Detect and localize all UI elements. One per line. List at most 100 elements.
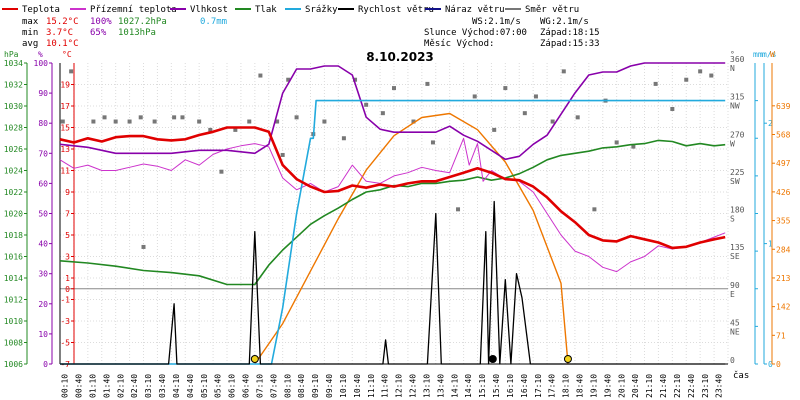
wind-dir-point	[280, 152, 285, 157]
humidity-axis-tick-label: 20	[38, 300, 48, 309]
stats-avg-temp: 10.1°C	[46, 39, 79, 49]
temperature-axis-tick-label: 7	[65, 210, 70, 219]
pressure-axis-tick-label: 1032	[4, 81, 23, 90]
x-tick-label: 03:10	[144, 374, 153, 398]
pressure-axis-tick-label: 1010	[4, 317, 23, 326]
wind-dir-tick-label: 315	[730, 93, 745, 102]
wind-dir-point	[233, 127, 238, 132]
x-tick-label: 06:40	[242, 374, 251, 398]
temperature-axis-tick-label: -1	[60, 296, 70, 305]
x-tick-label: 00:40	[75, 374, 84, 398]
x-tick-label: 14:40	[464, 374, 473, 398]
moonset-marker	[488, 355, 497, 363]
sun-axis-tick-label: 0	[776, 360, 781, 369]
x-tick-label: 07:10	[255, 374, 264, 398]
wind-dir-tick-label: 360	[730, 55, 745, 64]
x-tick-label: 15:10	[478, 374, 487, 398]
x-tick-label: 19:40	[603, 374, 612, 398]
temperature-axis-tick-label: 9	[65, 188, 70, 197]
temperature-axis-tick-label: 13	[60, 145, 70, 154]
legend-label: Přízemní teplota	[90, 5, 177, 15]
info-moon-set: Západ:15:33	[540, 39, 600, 49]
temperature-axis-tick-label: -5	[60, 339, 70, 348]
x-tick-label: 11:40	[381, 374, 390, 398]
rain-axis-unit: mm	[753, 50, 763, 59]
x-tick-label: 09:10	[311, 374, 320, 398]
wind-dir-point	[380, 111, 385, 116]
wind-dir-point	[60, 119, 65, 124]
wind-speed-axis-tick-label: 0	[768, 360, 773, 369]
pressure-axis-tick-label: 1028	[4, 124, 23, 133]
wind-dir-point	[180, 115, 185, 120]
legend-label: Teplota	[22, 5, 60, 15]
sun-axis-tick-label: 639	[776, 102, 791, 111]
sun-axis-tick-label: 71	[776, 331, 786, 340]
humidity-axis-tick-label: 80	[38, 119, 48, 128]
wind-dir-tick-label: S	[730, 215, 735, 224]
temperature-axis-tick-label: 19	[60, 81, 70, 90]
wind-dir-point	[392, 86, 396, 91]
wind-dir-tick-label: NE	[730, 327, 740, 336]
x-tick-label: 03:40	[158, 374, 167, 398]
x-tick-label: 08:10	[283, 374, 292, 398]
temperature-axis-unit: °C	[62, 50, 72, 59]
pressure-axis-tick-label: 1024	[4, 167, 23, 176]
sun-axis-tick-label: 568	[776, 131, 791, 140]
humidity-axis-tick-label: 60	[38, 179, 48, 188]
wind-dir-point	[456, 207, 461, 212]
sun-axis-tick-label: 213	[776, 274, 791, 283]
wind-dir-point	[698, 69, 703, 74]
pressure-axis-tick-label: 1006	[4, 360, 23, 369]
wind-dir-point	[592, 207, 597, 212]
wind-dir-tick-label: E	[730, 290, 735, 299]
x-tick-label: 15:40	[492, 374, 501, 398]
wind-dir-point	[91, 119, 96, 124]
humidity-axis-tick-label: 70	[38, 149, 48, 158]
wind-dir-point	[684, 77, 689, 82]
x-tick-label: 06:10	[228, 374, 237, 398]
x-tick-label: 07:40	[269, 374, 278, 398]
wind-dir-point	[364, 102, 369, 107]
plot-area	[59, 62, 726, 365]
wind-dir-tick-label: NW	[730, 102, 740, 111]
x-tick-label: 17:40	[548, 374, 557, 398]
wind-dir-point	[411, 119, 416, 124]
wind-dir-point	[670, 106, 675, 111]
x-tick-label: 05:40	[214, 374, 223, 398]
wind-dir-point	[341, 136, 346, 141]
wind-dir-point	[275, 119, 280, 124]
sun-axis-tick-label: 355	[776, 217, 791, 226]
legend-label: Náraz větru	[445, 5, 505, 15]
x-tick-label: 02:10	[116, 374, 125, 398]
x-tick-label: 16:40	[520, 374, 529, 398]
wind-dir-point	[286, 77, 291, 82]
pressure-axis-tick-label: 1020	[4, 210, 23, 219]
pressure-axis-tick-label: 1008	[4, 339, 23, 348]
wind-dir-point	[425, 81, 430, 86]
wind-dir-point	[208, 127, 213, 132]
wind-dir-tick-label: 270	[730, 130, 745, 139]
pressure-axis-tick-label: 1016	[4, 253, 23, 262]
series-slune-n-z-en-	[254, 112, 569, 365]
stats-min-press: 1013hPa	[118, 28, 156, 38]
wind-dir-point	[631, 144, 636, 149]
x-tick-label: 19:10	[589, 374, 598, 398]
x-tick-label: 12:40	[409, 374, 418, 398]
wind-dir-point	[141, 244, 146, 249]
sun-axis-unit: W	[770, 50, 775, 59]
wind-dir-point	[430, 140, 435, 145]
wind-dir-point	[472, 94, 477, 99]
wind-dir-point	[503, 86, 508, 91]
x-tick-label: 04:40	[186, 374, 195, 398]
wind-dir-point	[138, 115, 143, 120]
info-block: WS:2.1m/s WG:2.1m/s Slunce Východ:07:00 …	[424, 17, 600, 49]
x-tick-label: 01:40	[102, 374, 111, 398]
wind-dir-point	[322, 119, 327, 124]
temperature-axis-tick-label: 15	[60, 124, 70, 133]
x-tick-label: 18:10	[562, 374, 571, 398]
humidity-axis-tick-label: 30	[38, 270, 48, 279]
info-wg: WG:2.1m/s	[540, 17, 589, 27]
series-teplota	[59, 126, 726, 250]
sun-axis-tick-label: 284	[776, 245, 791, 254]
